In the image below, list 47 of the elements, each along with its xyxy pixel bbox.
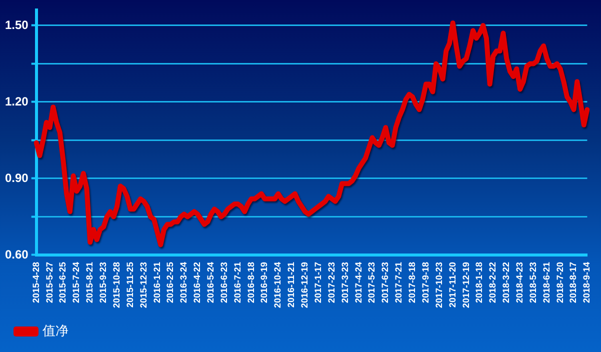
- x-tick-label: 2017-12-19: [460, 262, 471, 308]
- x-tick-label: 2015-6-25: [58, 262, 68, 304]
- x-tick-label: 2017-10-23: [434, 262, 444, 308]
- x-tick-label: 2017-4-24: [353, 262, 364, 304]
- x-tick-label: 2017-8-18: [407, 262, 418, 304]
- x-tick-label: 2016-5-24: [206, 262, 216, 304]
- x-tick-label: 2017-9-18: [420, 262, 430, 304]
- x-tick-label: 2018-7-20: [554, 262, 565, 304]
- x-tick-label: 2016-4-22: [192, 262, 202, 304]
- x-tick-label: 2016-2-25: [165, 262, 176, 304]
- x-tick-label: 2017-2-23: [326, 262, 336, 304]
- x-tick-label: 2016-8-18: [246, 262, 256, 304]
- x-tick-label: 2016-9-19: [259, 262, 270, 304]
- x-tick-label: 2016-11-21: [286, 262, 296, 308]
- x-tick-label: 2016-12-19: [300, 262, 310, 308]
- x-tick-label: 2015-8-21: [84, 262, 95, 304]
- x-tick-label: 2015-9-23: [98, 262, 108, 304]
- x-tick-label: 2016-10-24: [272, 262, 283, 308]
- y-tick-label: 1.50: [4, 18, 29, 32]
- legend-label: 值净: [42, 324, 68, 339]
- x-tick-label: 2016-7-21: [232, 262, 242, 304]
- x-tick-label: 2018-9-14: [582, 262, 592, 304]
- x-tick-label: 2017-6-23: [380, 262, 390, 304]
- x-tick-label: 2017-3-23: [340, 262, 350, 304]
- x-tick-label: 2015-5-27: [44, 262, 54, 304]
- y-tick-label: 0.90: [4, 170, 29, 185]
- x-tick-label: 2017-1-17: [312, 262, 323, 304]
- x-tick-label: 2018-2-22: [488, 262, 498, 304]
- x-tick-label: 2018-3-22: [501, 262, 512, 304]
- x-tick-label: 2016-1-21: [152, 262, 162, 304]
- x-tick-label: 2015-11-25: [124, 262, 135, 308]
- x-tick-label: 2015-12-23: [138, 262, 148, 308]
- y-tick-label: 0.60: [4, 247, 29, 262]
- x-tick-label: 2015-4-28: [30, 262, 41, 304]
- y-tick-label: 1.20: [4, 94, 29, 108]
- x-tick-label: 2018-1-18: [474, 262, 484, 304]
- x-tick-label: 2018-6-21: [541, 262, 552, 304]
- x-tick-label: 2017-11-20: [447, 262, 458, 308]
- x-tick-label: 2017-5-23: [366, 262, 377, 304]
- x-tick-label: 2015-10-28: [111, 262, 122, 308]
- x-tick-label: 2016-3-24: [178, 262, 189, 304]
- x-tick-label: 2016-6-23: [218, 262, 229, 304]
- x-tick-label: 2015-7-24: [71, 262, 82, 304]
- x-tick-label: 2018-8-17: [568, 262, 578, 304]
- x-tick-label: 2018-4-23: [514, 262, 525, 304]
- x-tick-label: 2018-5-23: [528, 262, 538, 304]
- x-tick-label: 2017-7-21: [394, 262, 404, 304]
